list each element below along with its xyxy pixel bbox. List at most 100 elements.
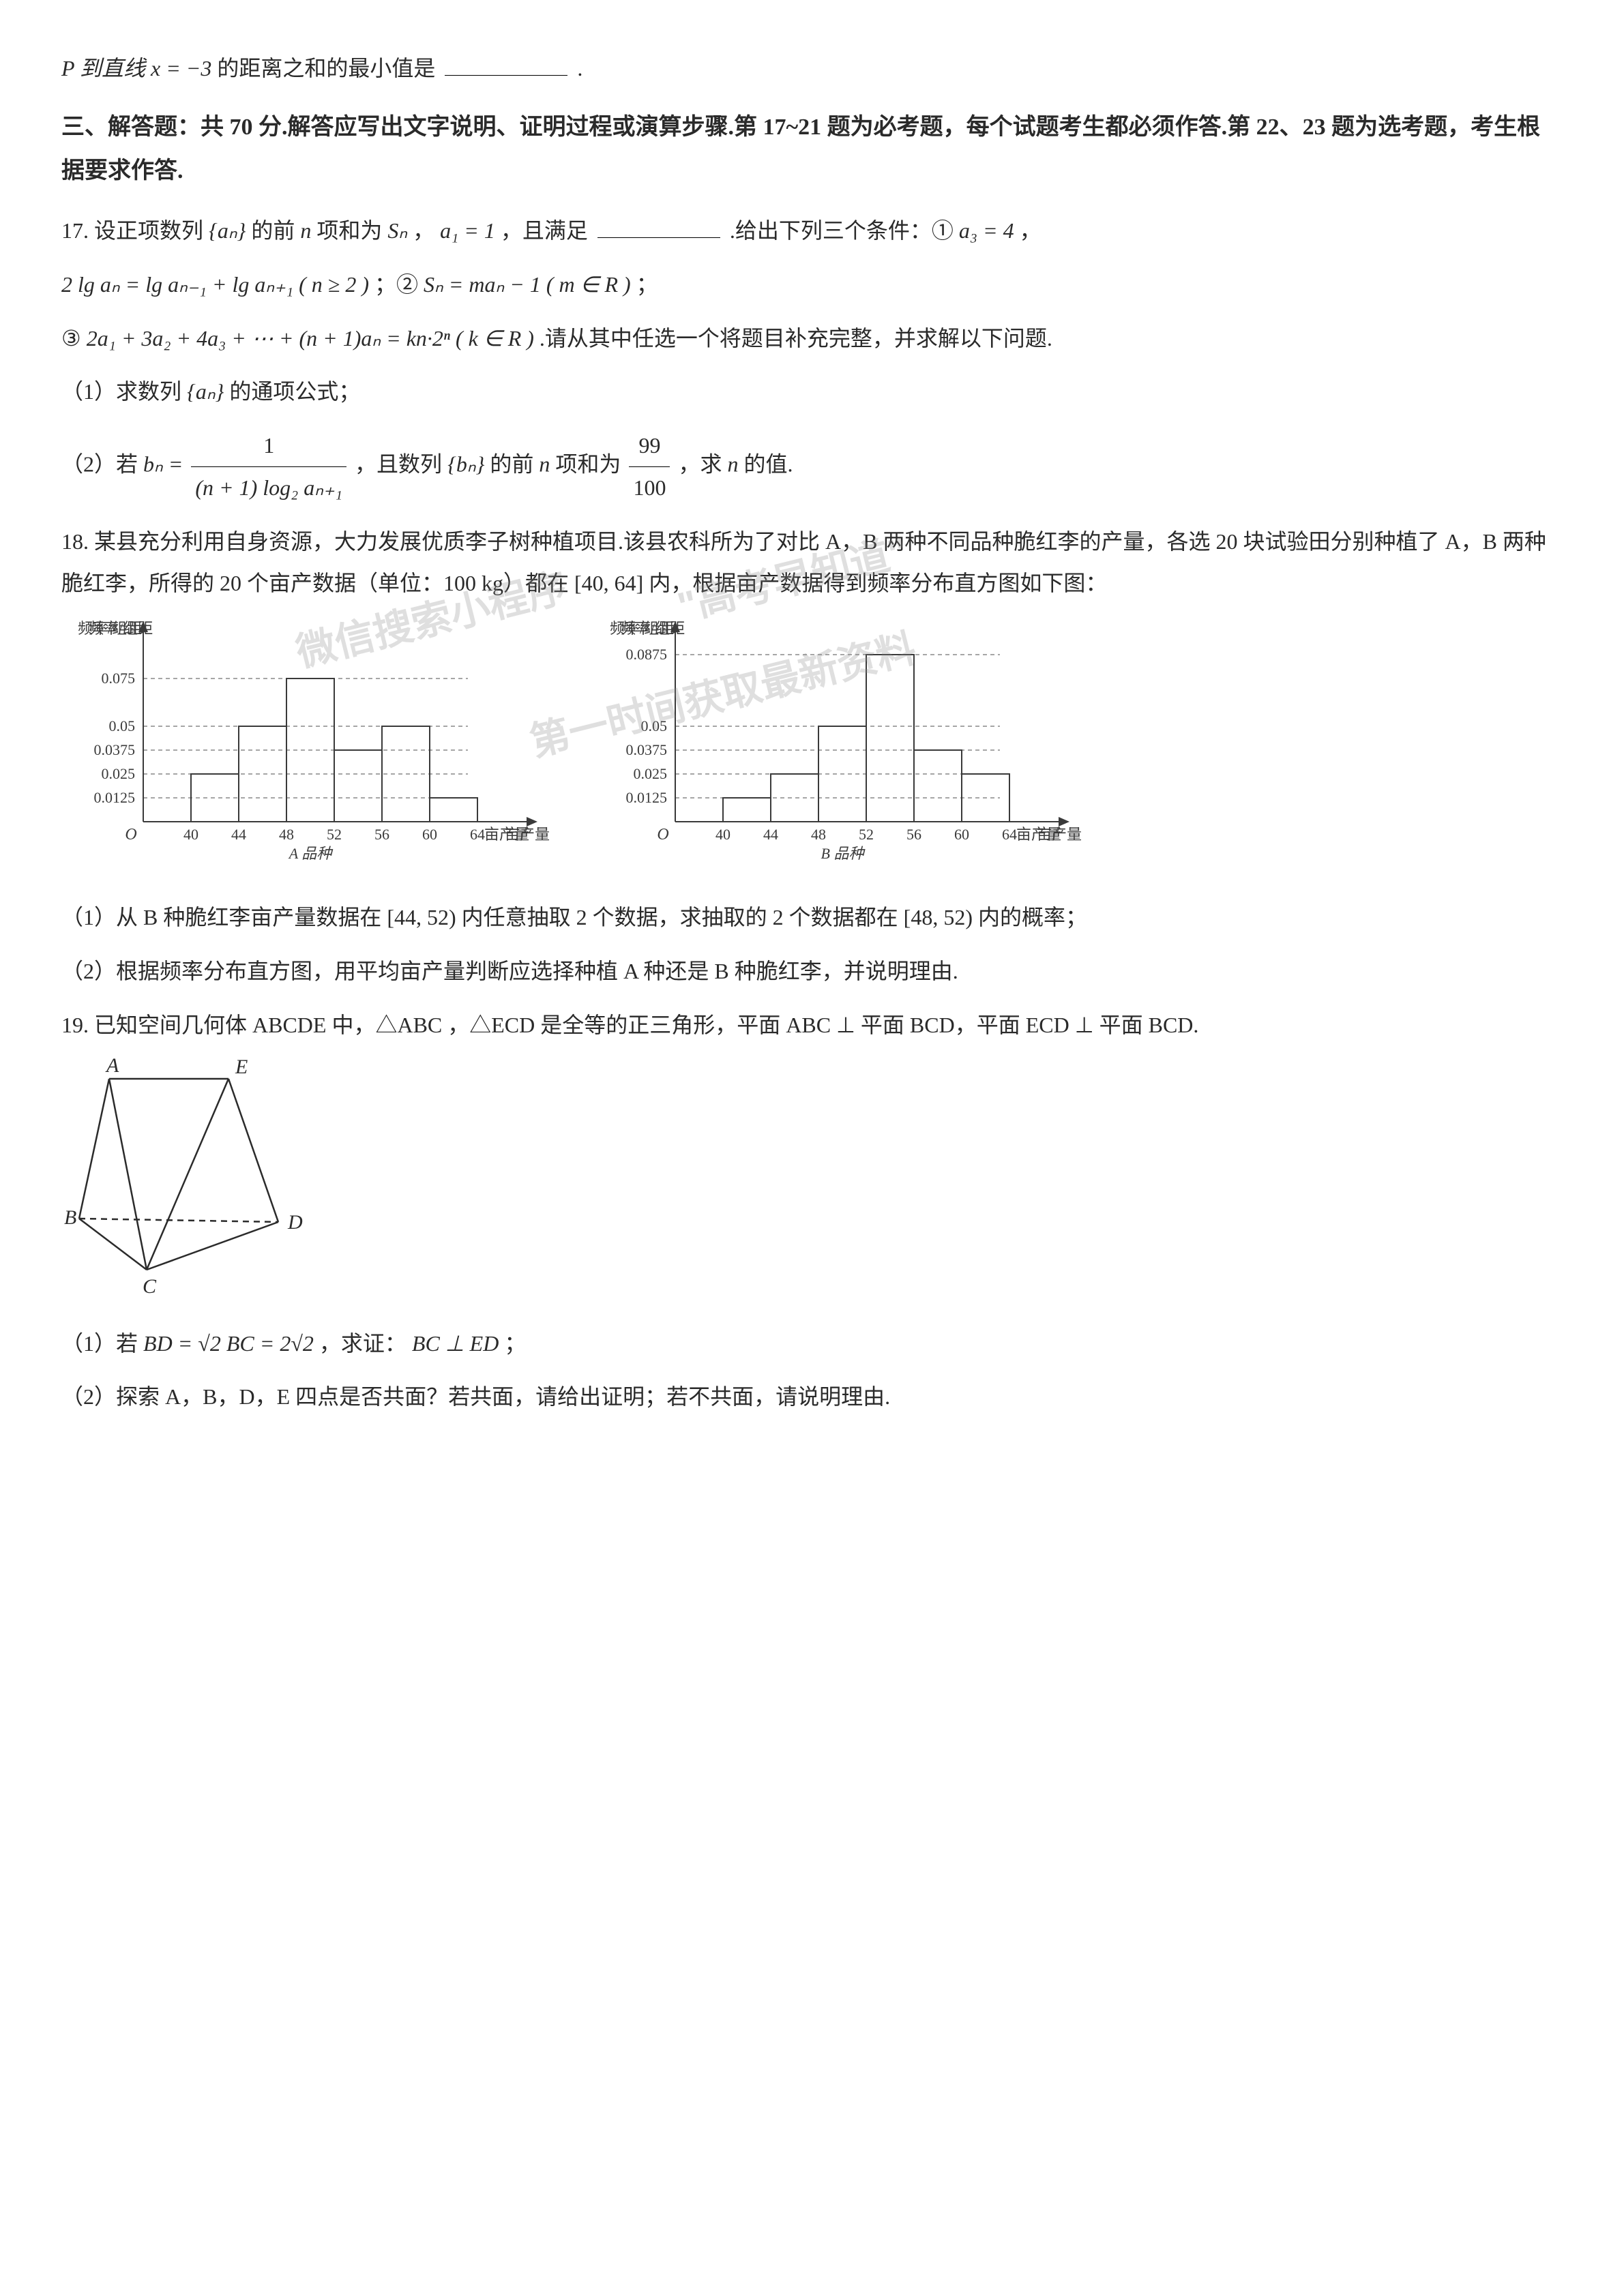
q19-para1: 已知空间几何体 ABCDE 中，△ABC ，△ECD 是全等的正三角形，平面 A… [94, 1013, 1198, 1037]
q17-bnleft: bₙ = [143, 452, 183, 477]
q17-cond2b: Sₙ = maₙ − 1 ( m ∈ R ) [424, 272, 631, 297]
svg-text:64: 64 [1002, 826, 1017, 843]
q17-cond2: 2 lg aₙ = lg aₙ₋₁ + lg aₙ₊₁ ( n ≥ 2 ) [61, 272, 369, 297]
q17-cond3: 2a₁ + 3a₂ + 4a₃ + ⋯ + (n + 1)aₙ = kn·2ⁿ … [87, 326, 534, 351]
q17-a1: a₁ = 1 [440, 218, 495, 243]
q17-p1seq: {aₙ} [187, 379, 224, 404]
q19-part2: （2）探索 A，B，D，E 四点是否共面？若共面，请给出证明；若不共面，请说明理… [61, 1376, 1563, 1418]
q19-p1a: （1）若 [61, 1331, 143, 1356]
q17-p2n2: n [727, 452, 738, 477]
svg-text:0.025: 0.025 [634, 765, 668, 782]
svg-text:52: 52 [859, 826, 874, 843]
q17-t1d: ，且满足 [501, 218, 588, 243]
q17-t1f: ， [1020, 218, 1042, 243]
q17-p2b: ，且数列 [355, 452, 447, 477]
q17-99num: 99 [629, 425, 670, 467]
q17-p2n: n [539, 452, 550, 477]
fragment-eq: x = −3 [151, 56, 211, 80]
q19-p1b: ，求证： [319, 1331, 407, 1356]
q17-99den: 100 [629, 467, 670, 509]
q17-line1: 17. 设正项数列 {aₙ} 的前 n 项和为 Sₙ ， a₁ = 1 ，且满足… [61, 210, 1563, 252]
q19-p1c: BC ⊥ ED [412, 1331, 499, 1356]
q19-part1: （1）若 BD = √2 BC = 2√2 ，求证： BC ⊥ ED ； [61, 1323, 1563, 1365]
q17-Sn: Sₙ [387, 218, 407, 243]
q17-p2seq: {bₙ} [447, 452, 484, 477]
q17-p1a: （1）求数列 [61, 379, 187, 404]
svg-text:0.0875: 0.0875 [626, 646, 668, 663]
svg-text:A: A [105, 1058, 119, 1077]
q17-sep2: ；② [374, 272, 424, 297]
q17-p2d: 项和为 [555, 452, 626, 477]
q19-line1: 19. 已知空间几何体 ABCDE 中，△ABC ，△ECD 是全等的正三角形，… [61, 1004, 1563, 1046]
svg-text:0.05: 0.05 [109, 717, 136, 734]
section3-header: 三、解答题：共 70 分.解答应写出文字说明、证明过程或演算步骤.第 17~21… [61, 106, 1563, 194]
q19-diagram: A E B D C [61, 1058, 1563, 1311]
q17-bn-den: (n + 1) log₂ aₙ₊₁ [191, 467, 346, 509]
q19-p1eq: BD = √2 BC = 2√2 [143, 1331, 314, 1356]
fragment-period: . [577, 56, 582, 80]
q17-cond3a: ③ [61, 326, 87, 351]
svg-text:0.05: 0.05 [641, 717, 668, 734]
q17-seq: {aₙ} [209, 218, 246, 243]
q17-sep2b: ； [636, 272, 658, 297]
chart-B: 频率/组距 0.0125 0.025 0.0375 0.05 0.0875 O 40 44 48 5… [593, 617, 1098, 876]
fragment-blank [445, 52, 567, 76]
q17-num: 17. [61, 218, 89, 243]
svg-text:B 品种: B 品种 [821, 845, 866, 862]
q17-99frac: 99 100 [629, 425, 670, 509]
q17-part2: （2）若 bₙ = 1 (n + 1) log₂ aₙ₊₁ ，且数列 {bₙ} … [61, 425, 1563, 509]
q17-t1c: 项和为 [316, 218, 387, 243]
svg-text:E: E [235, 1058, 248, 1078]
svg-text:44: 44 [763, 826, 778, 843]
svg-text:频率/组距: 频率/组距 [89, 620, 153, 637]
q18-part1: （1）从 B 种脆红李亩产量数据在 [44, 52) 内任意抽取 2 个数据，求… [61, 897, 1563, 938]
svg-text:B: B [64, 1206, 76, 1229]
q17-bn-frac: 1 (n + 1) log₂ aₙ₊₁ [191, 425, 346, 509]
svg-text:60: 60 [422, 826, 437, 843]
svg-text:C: C [143, 1275, 157, 1297]
svg-text:频率/组距: 频率/组距 [621, 620, 685, 637]
q19-num: 19. [61, 1013, 89, 1037]
q17-a3: a₃ = 4 [959, 218, 1014, 243]
q17-t1e: .给出下列三个条件：① [730, 218, 959, 243]
q17-n: n [300, 218, 311, 243]
fragment-P: P 到直线 [61, 56, 151, 80]
svg-text:60: 60 [954, 826, 969, 843]
q18-para1: 某县充分利用自身资源，大力发展优质李子树种植项目.该县农科所为了对比 A，B 两… [61, 529, 1546, 595]
q17-line3: ③ 2a₁ + 3a₂ + 4a₃ + ⋯ + (n + 1)aₙ = kn·2… [61, 318, 1563, 359]
svg-text:0.025: 0.025 [102, 765, 136, 782]
svg-text:40: 40 [183, 826, 198, 843]
svg-text:D: D [287, 1211, 303, 1234]
fragment-after: 的距离之和的最小值是 [217, 56, 435, 80]
q19-p1d: ； [504, 1331, 526, 1356]
svg-text:0.075: 0.075 [102, 670, 136, 687]
q18-line1: 18. 某县充分利用自身资源，大力发展优质李子树种植项目.该县农科所为了对比 A… [61, 521, 1563, 604]
svg-text:亩产量: 亩产量 [505, 826, 550, 843]
svg-text:亩产量: 亩产量 [1037, 826, 1082, 843]
svg-text:64: 64 [470, 826, 485, 843]
svg-text:48: 48 [811, 826, 826, 843]
q18-charts: 微信搜索小程序 "高考早知道" 第一时间获取最新资料 频率/组距0.01250.… [61, 617, 1563, 876]
chart-A: 频率/组距0.01250.0250.03750.050.075O40444852… [61, 617, 566, 876]
svg-text:0.0375: 0.0375 [626, 741, 668, 758]
svg-text:A 品种: A 品种 [288, 845, 334, 862]
q17-p1b: 的通项公式； [229, 379, 360, 404]
q17-p2f: 的值. [743, 452, 793, 477]
svg-text:0.0125: 0.0125 [626, 789, 668, 806]
svg-text:44: 44 [231, 826, 246, 843]
svg-text:O: O [125, 826, 136, 844]
svg-text:52: 52 [327, 826, 342, 843]
svg-text:0.0375: 0.0375 [94, 741, 136, 758]
q17-comma1: ， [413, 218, 434, 243]
q17-p2c: 的前 [490, 452, 539, 477]
svg-text:56: 56 [374, 826, 389, 843]
svg-text:O: O [657, 826, 668, 844]
q17-t1a: 设正项数列 [94, 218, 209, 243]
q17-text3: .请从其中任选一个将题目补充完整，并求解以下问题. [540, 326, 1052, 351]
svg-text:48: 48 [279, 826, 294, 843]
svg-text:40: 40 [715, 826, 730, 843]
q18-part2: （2）根据频率分布直方图，用平均亩产量判断应选择种植 A 种还是 B 种脆红李，… [61, 951, 1563, 992]
q17-line2: 2 lg aₙ = lg aₙ₋₁ + lg aₙ₊₁ ( n ≥ 2 ) ；②… [61, 264, 1563, 305]
q18-num: 18. [61, 529, 89, 554]
q17-p2a: （2）若 [61, 452, 143, 477]
